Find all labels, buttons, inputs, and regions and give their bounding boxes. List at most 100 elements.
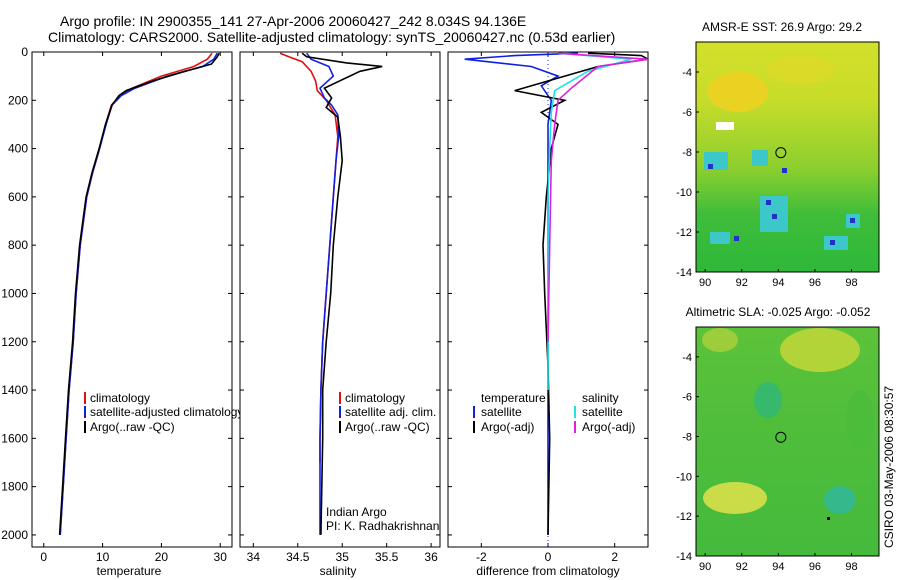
- sst-cold-pixel: [782, 168, 787, 173]
- map-x-tick-label: 94: [772, 277, 784, 289]
- y-tick-label: 1200: [1, 335, 28, 349]
- y-tick-label: 2000: [1, 528, 28, 542]
- x-tick-label: 2: [611, 550, 618, 564]
- salinity-argo-line: [301, 52, 383, 535]
- sst-land-block: [716, 122, 734, 130]
- temperature-panel: 0 10 20 30 0 200 400 600 800 1000 1200 1400 1600 1800…: [1, 45, 243, 578]
- salinity-axes-frame: [239, 51, 441, 548]
- sla-high-patch: [702, 328, 738, 352]
- map-x-tick-label: 96: [809, 561, 821, 573]
- temperature-axes-frame: [31, 51, 233, 548]
- y-tick-label: 1600: [1, 431, 28, 445]
- legend-label-climatology: climatology: [345, 391, 405, 405]
- x-tick-label: -2: [476, 550, 487, 564]
- map-x-tick-label: 96: [809, 277, 821, 289]
- sst-cool-patch: [710, 232, 730, 244]
- map-x-tick-label: 98: [845, 561, 857, 573]
- salinity-ticks: 34 34.5 35 35.5 36: [240, 51, 440, 564]
- map-y-tick-label: -10: [676, 187, 692, 199]
- map-y-tick-label: -10: [676, 471, 692, 483]
- x-tick-label: 35.5: [375, 550, 399, 564]
- sla-map-title: Altimetric SLA: -0.025 Argo: -0.052: [686, 305, 871, 319]
- salinity-satellite-line: [306, 52, 340, 535]
- sst-map-frame: [695, 41, 880, 273]
- legend-label-temp-satellite: satellite: [481, 405, 522, 419]
- y-tick-label: 1400: [1, 383, 28, 397]
- difference-xlabel: difference from climatology: [476, 564, 619, 578]
- salinity-legend: climatology satellite adj. clim. Argo(..…: [339, 391, 436, 434]
- y-tick-label: 400: [8, 142, 28, 156]
- annotation-pi: PI: K. Radhakrishnan: [326, 519, 439, 533]
- sla-map-frame: [695, 326, 880, 557]
- sst-map-panel: AMSR-E SST: 26.9 Argo: 29.2 90 92 94 96 98 -4…: [676, 20, 880, 289]
- y-tick-label: 800: [8, 238, 28, 252]
- sst-cold-pixel: [766, 200, 771, 205]
- temperature-ticks: 0 10 20 30 0 200 400 600 800 1000 1200 1400 1600 1800…: [1, 45, 232, 564]
- annotation-indian-argo: Indian Argo: [326, 505, 387, 519]
- map-x-tick-label: 90: [699, 561, 711, 573]
- sst-cold-pixel: [708, 164, 713, 169]
- sla-dot: [827, 517, 830, 520]
- map-y-tick-label: -8: [682, 147, 692, 159]
- sst-cold-pixel: [830, 240, 835, 245]
- y-tick-label: 0: [21, 45, 28, 59]
- legend-label-temp-argo: Argo(-adj): [481, 420, 534, 434]
- temperature-xlabel: temperature: [97, 564, 162, 578]
- map-y-tick-label: -14: [676, 551, 692, 563]
- sla-low-patch: [846, 390, 874, 450]
- sst-cool-patch: [752, 150, 768, 166]
- sla-low-patch: [754, 382, 782, 418]
- legend-label-argo: Argo(..raw -QC): [345, 420, 430, 434]
- difference-panel: -2 0 2 difference from climatology tempera…: [447, 51, 649, 578]
- sst-argo-marker: [775, 147, 787, 159]
- x-tick-label: 0: [40, 550, 47, 564]
- salinity-xlabel: salinity: [320, 564, 357, 578]
- sst-map-ticks: 90 92 94 96 98 -4 -6 -8 -10 -12 -14: [676, 67, 858, 289]
- map-y-tick-label: -14: [676, 267, 692, 279]
- legend-label-argo: Argo(..raw -QC): [90, 420, 175, 434]
- sla-low-patch: [824, 486, 856, 514]
- sst-map-features: [704, 56, 860, 250]
- x-tick-label: 36: [424, 550, 438, 564]
- sst-cold-pixel: [850, 218, 855, 223]
- sst-cold-pixel: [734, 236, 739, 241]
- y-tick-label: 1000: [1, 286, 28, 300]
- temperature-argo-line: [58, 52, 220, 535]
- legend-label-satellite: satellite-adjusted climatology: [90, 405, 243, 419]
- sla-high-patch: [703, 482, 767, 514]
- sst-map-title: AMSR-E SST: 26.9 Argo: 29.2: [702, 20, 862, 34]
- x-tick-label: 34.5: [286, 550, 310, 564]
- sst-warm-patch-east: [765, 56, 835, 84]
- legend-label-sal-satellite: satellite: [582, 405, 623, 419]
- figure-title-line1: Argo profile: IN 2900355_141 27-Apr-2006…: [60, 13, 526, 29]
- x-tick-label: 10: [96, 550, 110, 564]
- sst-cold-pixel: [772, 214, 777, 219]
- sla-map-ticks: 90 92 94 96 98 -4 -6 -8 -10 -12 -14: [676, 352, 858, 573]
- x-tick-label: 20: [155, 550, 169, 564]
- map-x-tick-label: 92: [736, 277, 748, 289]
- x-tick-label: 30: [214, 550, 228, 564]
- temperature-legend: climatology satellite-adjusted climatolo…: [84, 391, 243, 434]
- map-y-tick-label: -12: [676, 511, 692, 523]
- map-x-tick-label: 98: [845, 277, 857, 289]
- map-y-tick-label: -6: [682, 392, 692, 404]
- map-y-tick-label: -8: [682, 432, 692, 444]
- x-tick-label: 35: [336, 550, 350, 564]
- legend-heading-salinity: salinity: [582, 391, 619, 405]
- map-y-tick-label: -4: [682, 67, 692, 79]
- figure-title-line2: Climatology: CARS2000. Satellite-adjuste…: [48, 29, 615, 45]
- difference-ticks: -2 0 2: [448, 51, 648, 564]
- legend-label-satellite: satellite adj. clim.: [345, 405, 436, 419]
- map-y-tick-label: -12: [676, 227, 692, 239]
- sst-cool-patch: [824, 236, 848, 250]
- sla-high-patch: [780, 328, 860, 372]
- y-tick-label: 600: [8, 190, 28, 204]
- salinity-panel: 34 34.5 35 35.5 36 salinity climatology sate…: [239, 51, 441, 578]
- map-y-tick-label: -6: [682, 107, 692, 119]
- sla-map-panel: Altimetric SLA: -0.025 Argo: -0.052 90 92…: [676, 305, 880, 573]
- map-x-tick-label: 94: [772, 561, 784, 573]
- map-y-tick-label: -4: [682, 352, 692, 364]
- difference-salinity-argo-line: [547, 52, 648, 342]
- difference-legend: temperature satellite Argo(-adj) salinit…: [473, 391, 635, 434]
